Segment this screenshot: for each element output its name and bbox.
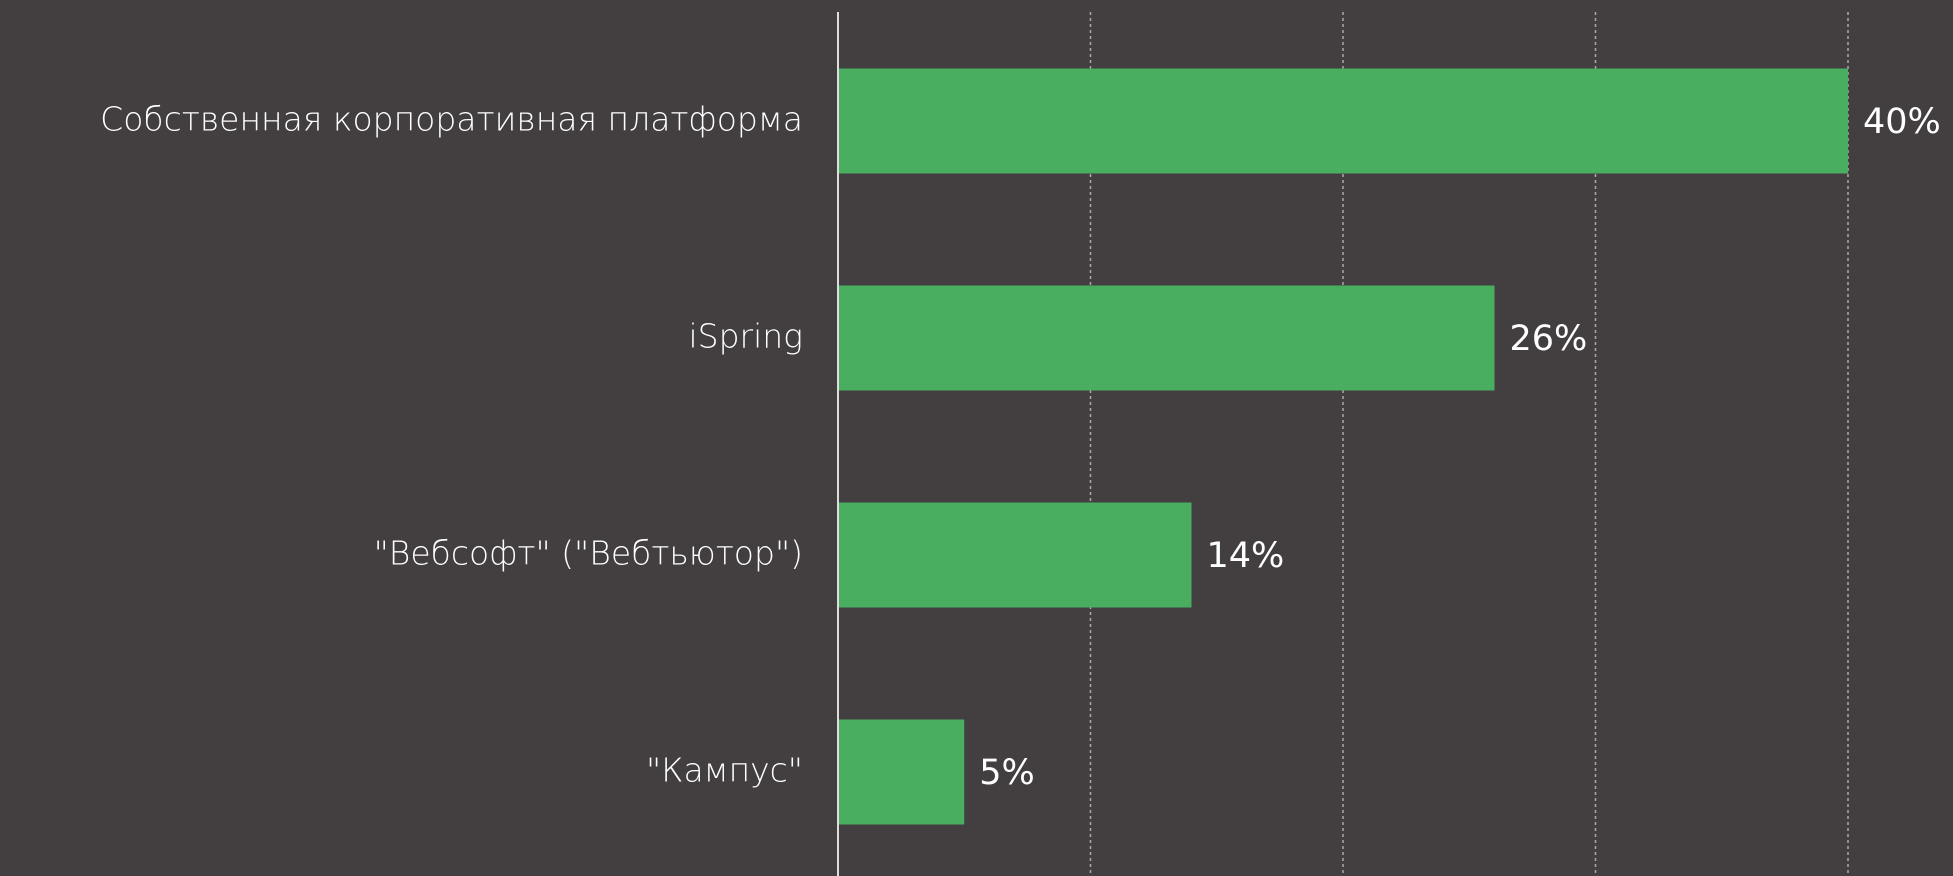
category-label: Собственная корпоративная платформа [100,100,803,139]
bar [838,285,1495,391]
category-label: "Вебсофт" ("Вебтьютор") [374,534,803,573]
bar [838,68,1848,174]
value-label: 5% [979,753,1035,793]
category-label: iSpring [688,317,803,356]
value-label: 40% [1863,102,1941,142]
category-label: "Кампус" [646,751,803,790]
bar [838,719,965,825]
bar [838,502,1192,608]
value-label: 14% [1207,536,1285,576]
value-label: 26% [1510,319,1588,359]
